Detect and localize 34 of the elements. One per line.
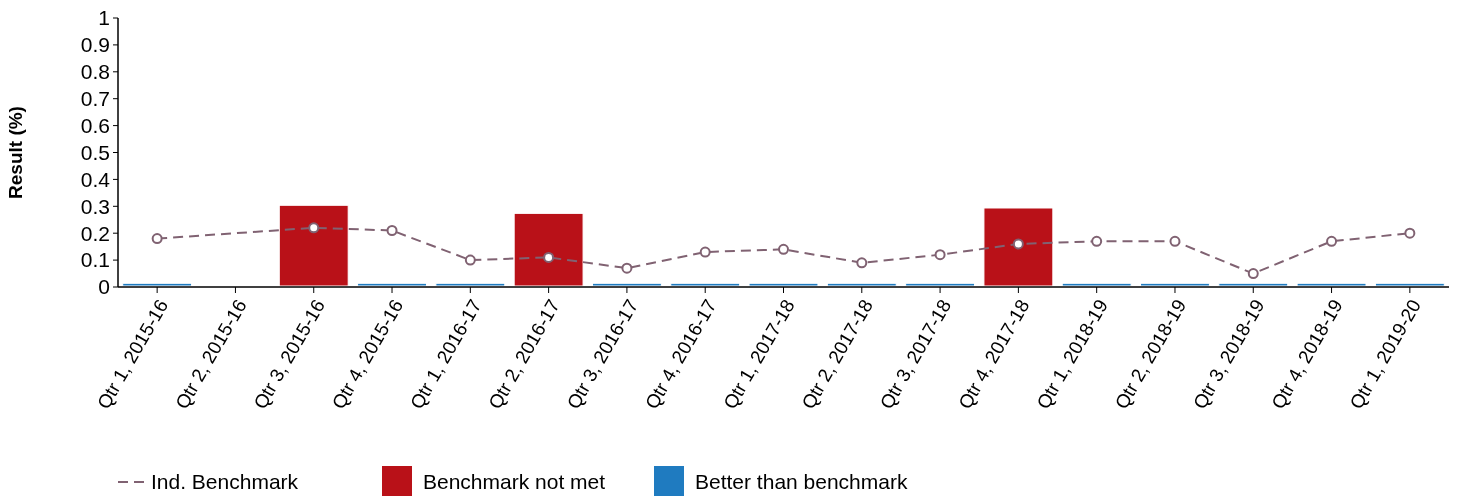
legend-label: Benchmark not met xyxy=(423,470,606,494)
y-tick-label: 0.5 xyxy=(80,140,110,164)
legend-label: Ind. Benchmark xyxy=(151,470,299,494)
y-tick-label: 0 xyxy=(98,275,110,299)
point xyxy=(699,246,711,258)
point xyxy=(386,225,398,237)
point xyxy=(778,243,789,255)
point xyxy=(1404,227,1416,239)
y-tick-label: 0.2 xyxy=(80,221,110,245)
point xyxy=(1326,235,1338,247)
point xyxy=(464,254,476,266)
point xyxy=(543,251,555,263)
y-tick-label: 0.9 xyxy=(80,33,110,57)
point xyxy=(1247,268,1259,280)
bar xyxy=(278,204,349,287)
y-tick-label: 0.6 xyxy=(80,113,110,137)
y-tick-label: 0.1 xyxy=(80,248,110,272)
point xyxy=(1091,235,1103,247)
point xyxy=(856,257,868,269)
y-tick-label: 0.8 xyxy=(80,60,110,84)
y-axis-title: Result (%) xyxy=(5,106,26,199)
legend-label: Better than benchmark xyxy=(695,470,908,494)
point xyxy=(151,233,163,245)
y-tick-label: 0.4 xyxy=(80,167,111,191)
bar xyxy=(513,212,584,287)
y-tick-label: 1 xyxy=(98,6,110,30)
point xyxy=(934,249,946,261)
bar xyxy=(983,207,1054,287)
point xyxy=(308,222,320,234)
point xyxy=(1169,235,1181,247)
point xyxy=(1012,238,1024,250)
y-tick-label: 0.7 xyxy=(80,87,110,111)
y-tick-label: 0.3 xyxy=(80,194,110,218)
point xyxy=(621,262,633,274)
